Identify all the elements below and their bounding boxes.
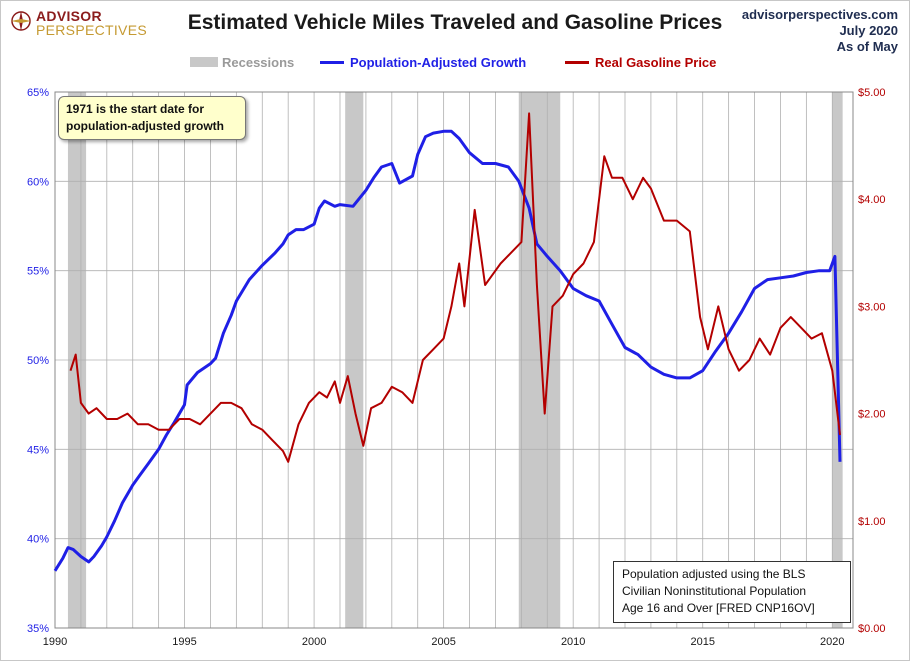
x-tick-label: 2010 <box>561 636 585 648</box>
source-site[interactable]: advisorperspectives.com <box>741 7 898 22</box>
source-note-line3: Age 16 and Over [FRED CNP16OV] <box>622 601 815 615</box>
legend-gas-price: Real Gasoline Price <box>565 55 716 70</box>
legend-swatch-recessions <box>190 57 218 67</box>
x-tick-label: 2005 <box>431 636 455 648</box>
legend-swatch-pop-growth <box>320 61 344 64</box>
start-date-note: 1971 is the start date for population-ad… <box>58 96 246 140</box>
y-left-tick-label: 65% <box>27 87 49 99</box>
series-lines <box>53 112 842 572</box>
y-left-tick-label: 45% <box>27 444 49 456</box>
legend-pop-growth: Population-Adjusted Growth <box>320 55 526 70</box>
gas-price-line <box>69 112 841 463</box>
legend-swatch-gas-price <box>565 61 589 64</box>
source-asof: As of May <box>836 39 898 54</box>
pop-growth-line <box>53 129 842 572</box>
legend-label-pop-growth: Population-Adjusted Growth <box>350 55 527 70</box>
legend-label-gas-price: Real Gasoline Price <box>595 55 717 70</box>
population-source-note: Population adjusted using the BLS Civili… <box>613 561 851 623</box>
y-right-tick-label: $4.00 <box>858 194 886 206</box>
y-left-tick-label: 35% <box>27 623 49 635</box>
source-block: advisorperspectives.com July 2020 As of … <box>742 7 898 55</box>
advisor-perspectives-logo: ADVISOR PERSPECTIVES <box>8 8 147 38</box>
note-line2: population-adjusted growth <box>66 119 224 133</box>
source-note-line2: Civilian Noninstitutional Population <box>622 584 807 598</box>
logo-line1: ADVISOR <box>36 8 102 24</box>
x-tick-label: 2020 <box>820 636 844 648</box>
x-tick-label: 1995 <box>172 636 196 648</box>
chart-title: Estimated Vehicle Miles Traveled and Gas… <box>187 11 723 34</box>
axes: 35% 40% 45% 50% 55% 60% 65% $0.00 $1.00 $2.00 $3.0… <box>27 87 886 648</box>
legend-label-recessions: Recessions <box>222 55 295 70</box>
x-tick-label: 2000 <box>302 636 326 648</box>
y-right-tick-label: $1.00 <box>858 516 886 528</box>
y-left-tick-label: 55% <box>27 266 49 278</box>
source-note-line1: Population adjusted using the BLS <box>622 567 806 581</box>
plot-border <box>54 91 854 629</box>
y-left-tick-label: 60% <box>27 176 49 188</box>
y-right-tick-label: $2.00 <box>858 409 886 421</box>
y-right-tick-label: $3.00 <box>858 301 886 313</box>
y-left-tick-label: 40% <box>27 534 49 546</box>
compass-logo-icon <box>11 11 31 31</box>
x-tick-label: 2015 <box>690 636 714 648</box>
source-date: July 2020 <box>839 23 898 38</box>
note-line1: 1971 is the start date for <box>66 102 205 116</box>
y-right-tick-label: $0.00 <box>858 623 886 635</box>
logo-line2: PERSPECTIVES <box>36 22 147 38</box>
x-tick-label: 1990 <box>43 636 67 648</box>
legend-recessions: Recessions <box>190 55 294 70</box>
y-right-tick-label: $5.00 <box>858 87 886 99</box>
y-left-tick-label: 50% <box>27 355 49 367</box>
